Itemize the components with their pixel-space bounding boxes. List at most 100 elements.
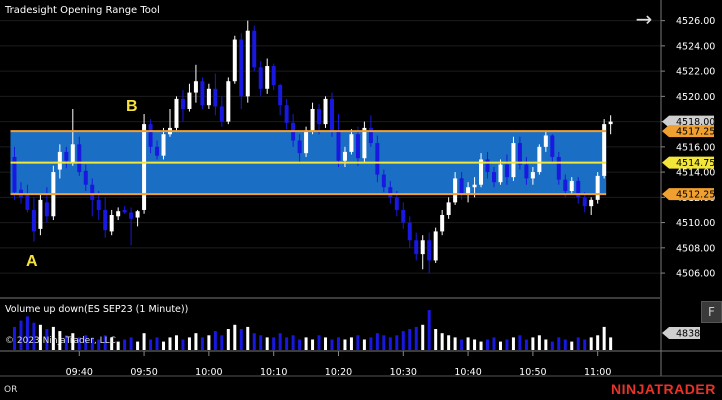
- price-bar: [44, 202, 49, 217]
- f-button[interactable]: F: [701, 301, 722, 323]
- volume-bar: [382, 335, 386, 350]
- volume-bar: [447, 335, 451, 350]
- volume-bar: [427, 310, 431, 350]
- price-bar: [12, 156, 17, 193]
- volume-bar: [136, 341, 140, 350]
- x-tick-label: 10:10: [260, 367, 287, 378]
- price-bar: [206, 88, 211, 106]
- volume-bar: [233, 324, 237, 350]
- volume-bar: [317, 335, 321, 350]
- y-tick-label: 4522.00: [676, 67, 715, 78]
- volume-bar: [596, 335, 600, 350]
- price-bar: [271, 66, 276, 85]
- volume-bar: [369, 337, 373, 350]
- or-label: OR: [4, 385, 18, 395]
- price-bar: [589, 199, 594, 207]
- price-marker-text: 4514.75: [676, 158, 715, 169]
- price-bar: [161, 134, 166, 156]
- price-bar: [479, 159, 484, 185]
- price-bar: [245, 30, 250, 97]
- volume-bar: [330, 339, 334, 350]
- price-bar: [122, 209, 127, 213]
- volume-bar: [531, 337, 535, 350]
- price-marker-text: 4518.00: [676, 117, 715, 128]
- price-bar: [77, 144, 82, 173]
- price-bar: [258, 67, 263, 89]
- volume-bar: [38, 324, 42, 350]
- volume-bar: [609, 337, 613, 350]
- volume-bar: [505, 339, 509, 350]
- price-bar: [582, 197, 587, 207]
- volume-bar: [25, 316, 29, 350]
- volume-bar: [51, 326, 55, 350]
- volume-bar: [304, 337, 308, 350]
- volume-bar: [110, 337, 114, 350]
- volume-bar: [298, 339, 302, 350]
- y-tick-label: 4510.00: [676, 218, 715, 229]
- price-marker-shape: [662, 156, 714, 169]
- marker-b: B: [126, 98, 138, 115]
- price-bar: [232, 39, 237, 82]
- volume-bar: [356, 335, 360, 350]
- price-bar: [116, 211, 121, 217]
- price-bar: [330, 98, 334, 132]
- volume-bar: [278, 333, 282, 350]
- volume-bar: [498, 341, 502, 350]
- price-bar: [433, 231, 438, 261]
- price-bar: [304, 130, 309, 154]
- price-bar: [323, 98, 328, 125]
- price-bar: [381, 174, 386, 188]
- price-bar: [109, 215, 114, 232]
- volume-bar: [486, 339, 490, 350]
- copyright-text: © 2023 NinjaTrader, LLC: [5, 336, 116, 346]
- volume-marker-shape: [662, 327, 700, 339]
- price-bar: [349, 134, 354, 152]
- y-tick-label: 4508.00: [676, 243, 715, 254]
- volume-bar: [239, 329, 243, 350]
- volume-bar: [349, 337, 353, 350]
- price-bar: [362, 127, 367, 159]
- price-marker-text: 4512.25: [676, 190, 715, 201]
- volume-bar: [343, 339, 347, 350]
- volume-bar: [311, 339, 315, 350]
- price-marker: 4517.25: [662, 125, 715, 138]
- volume-bar: [466, 337, 470, 350]
- volume-bar: [550, 341, 554, 350]
- volume-bar: [90, 337, 94, 350]
- chart-title: Tradesight Opening Range Tool: [5, 5, 160, 16]
- volume-bar: [414, 326, 418, 350]
- x-tick-label: 11:00: [584, 367, 611, 378]
- arrow-right-icon[interactable]: →: [635, 7, 653, 31]
- price-bar: [524, 164, 529, 179]
- volume-bar: [246, 326, 250, 350]
- price-marker-shape: [662, 115, 714, 128]
- volume-bar: [272, 337, 276, 350]
- price-bar: [388, 187, 393, 198]
- volume-bar: [174, 335, 178, 350]
- price-bar: [427, 240, 432, 261]
- price-bar: [569, 180, 574, 192]
- price-bar: [485, 159, 490, 173]
- y-tick-label: 4524.00: [676, 41, 715, 52]
- price-bar: [550, 135, 555, 157]
- price-bar: [284, 105, 289, 123]
- price-marker: 4518.00: [662, 115, 715, 128]
- x-tick-label: 10:20: [325, 367, 352, 378]
- volume-bar: [324, 337, 328, 350]
- price-bar: [265, 66, 270, 89]
- price-bar: [368, 127, 373, 144]
- x-tick-label: 10:00: [195, 367, 222, 378]
- y-tick-label: 4516.00: [676, 142, 715, 153]
- volume-bar: [181, 339, 185, 350]
- price-bar: [355, 134, 360, 159]
- volume-bar: [518, 335, 522, 350]
- volume-bar: [362, 339, 366, 350]
- price-bar: [336, 131, 341, 161]
- price-marker: 4514.75: [662, 156, 715, 169]
- volume-bar: [123, 339, 127, 350]
- y-tick-label: 4520.00: [676, 92, 715, 103]
- volume-bar: [187, 337, 191, 350]
- volume-bar: [557, 337, 561, 350]
- price-bar: [70, 144, 75, 162]
